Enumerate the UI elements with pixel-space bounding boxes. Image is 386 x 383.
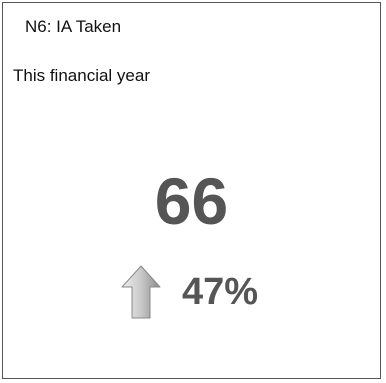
change-percent: 47% [182, 271, 259, 313]
kpi-change: 47% [121, 265, 258, 319]
kpi-widget: N6: IA Taken This financial year 66 47% [2, 2, 381, 379]
kpi-value: 66 [154, 164, 229, 238]
widget-title: N6: IA Taken [25, 17, 122, 36]
up-arrow-icon [121, 265, 161, 319]
period-label: This financial year [13, 66, 151, 85]
